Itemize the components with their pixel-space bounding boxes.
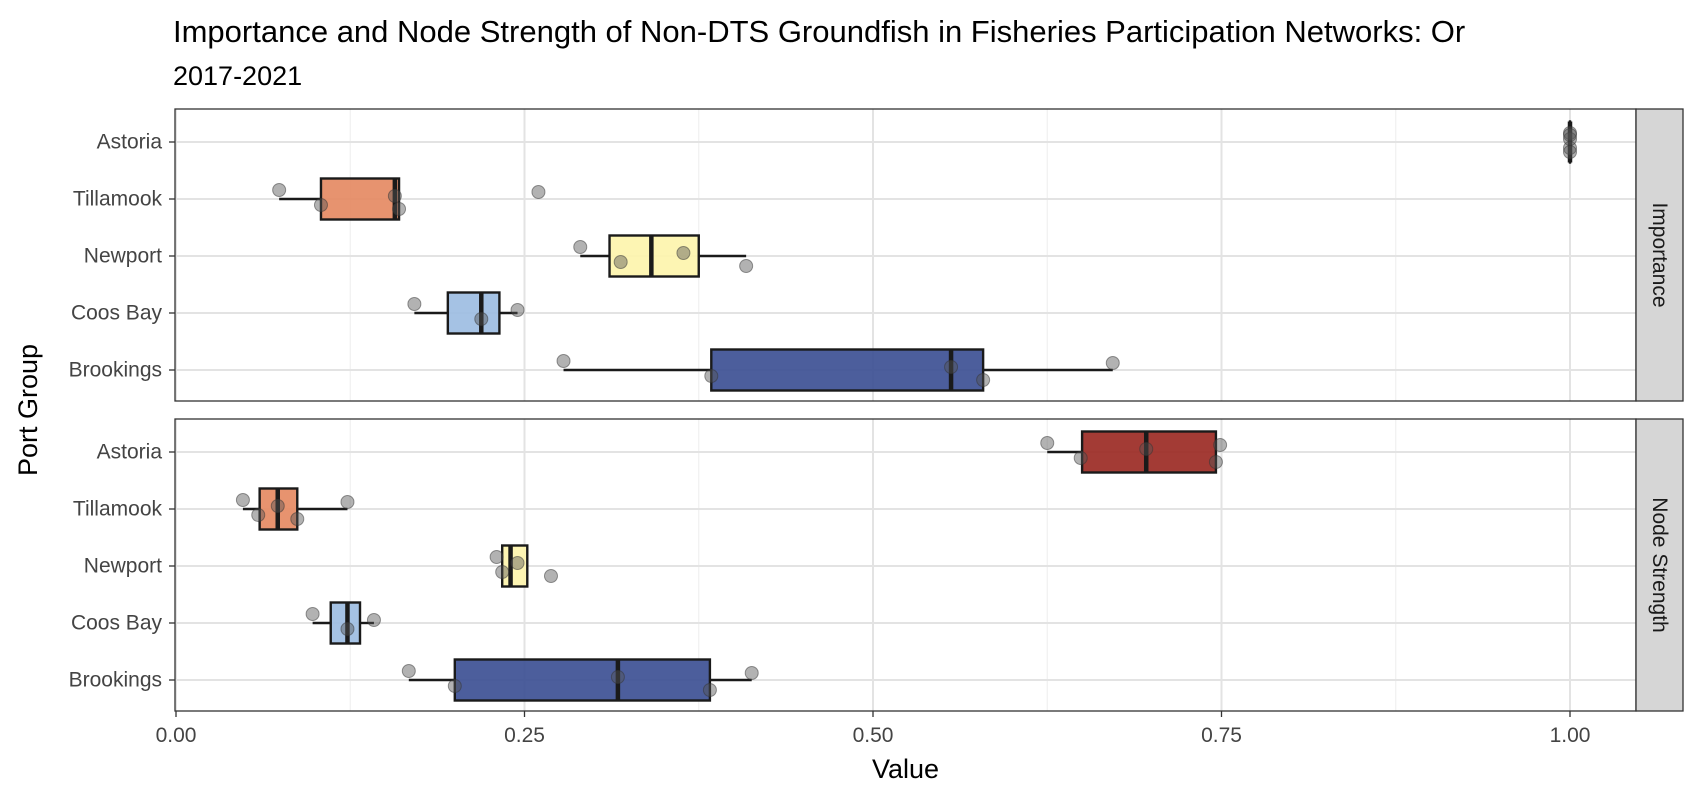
data-point [976, 373, 991, 387]
data-point [366, 613, 381, 627]
data-point [1563, 145, 1577, 159]
data-point [447, 679, 462, 693]
y-axis-title: Port Group [13, 344, 43, 476]
data-point [1208, 455, 1223, 469]
box-coos-bay [305, 601, 381, 645]
facet-strip [1635, 108, 1684, 402]
y-tick-label: Tillamook [73, 498, 163, 521]
data-point [744, 666, 759, 680]
data-point [573, 240, 588, 254]
data-point [610, 670, 625, 684]
facet-strip-label: Node Strength [1648, 497, 1671, 632]
data-point [407, 297, 422, 311]
facet-panel-importance: Importance Astoria Tillamook Newport Coos Ba… [69, 108, 1684, 402]
data-point [392, 202, 407, 216]
data-point [474, 312, 489, 326]
facet-strip [1635, 418, 1684, 712]
data-point [495, 565, 510, 579]
x-tick-label: 0.00 [156, 724, 197, 747]
y-tick-label: Newport [84, 245, 162, 268]
data-point [340, 495, 355, 509]
facet-panel-node-strength: Node Strength Astoria Tillamook Newport Coos… [69, 418, 1684, 712]
box-newport [573, 234, 754, 278]
data-point [235, 493, 250, 507]
y-tick-label: Coos Bay [71, 302, 163, 325]
data-point [676, 246, 691, 260]
box-newport [489, 544, 558, 588]
box-iqr [319, 177, 401, 221]
y-tick-label: Tillamook [73, 188, 163, 211]
data-point [944, 360, 959, 374]
box-astoria [1040, 430, 1228, 474]
data-point [272, 183, 287, 197]
data-point [1105, 356, 1120, 370]
data-point [401, 664, 416, 678]
y-tick-label: Brookings [69, 669, 162, 692]
data-point [1073, 451, 1088, 465]
x-axis-title: Value [872, 754, 939, 784]
data-point [613, 255, 628, 269]
chart-title: Importance and Node Strength of Non-DTS … [173, 14, 1465, 49]
box-iqr [446, 291, 501, 335]
box-iqr [608, 234, 700, 278]
box-tillamook [272, 177, 546, 221]
facet-panels: Importance Astoria Tillamook Newport Coos Ba… [69, 108, 1684, 712]
box-brookings [556, 348, 1120, 392]
chart-subtitle: 2017-2021 [173, 61, 302, 91]
data-point [1139, 442, 1154, 456]
y-tick-label: Coos Bay [71, 612, 163, 635]
box-astoria [1563, 120, 1577, 164]
data-point [704, 369, 719, 383]
data-point [251, 508, 266, 522]
box-iqr [710, 348, 985, 392]
data-point [1040, 436, 1055, 450]
box-tillamook [235, 487, 355, 531]
x-axis: 0.00 0.25 0.50 0.75 1.00 [156, 711, 1591, 747]
data-point [556, 354, 571, 368]
y-tick-label: Brookings [69, 359, 162, 382]
x-tick-label: 0.50 [853, 724, 894, 747]
data-point [510, 556, 525, 570]
data-point [543, 569, 558, 583]
data-point [489, 550, 504, 564]
data-point [739, 259, 754, 273]
facet-strip-label: Importance [1648, 202, 1671, 307]
box-iqr [453, 658, 712, 702]
data-point [1563, 128, 1577, 142]
data-point [313, 198, 328, 212]
data-point [531, 185, 546, 199]
x-tick-label: 0.75 [1201, 724, 1242, 747]
data-point [290, 512, 305, 526]
y-tick-label: Astoria [97, 441, 163, 464]
box-coos-bay [407, 291, 525, 335]
box-brookings [401, 658, 759, 702]
data-point [1213, 438, 1228, 452]
data-point [305, 607, 320, 621]
y-tick-label: Newport [84, 555, 162, 578]
x-tick-label: 1.00 [1550, 724, 1591, 747]
data-point [270, 499, 285, 513]
y-tick-label: Astoria [97, 131, 163, 154]
data-point [510, 303, 525, 317]
x-tick-label: 0.25 [504, 724, 545, 747]
data-point [702, 683, 717, 697]
data-point [387, 189, 402, 203]
data-point [340, 622, 355, 636]
